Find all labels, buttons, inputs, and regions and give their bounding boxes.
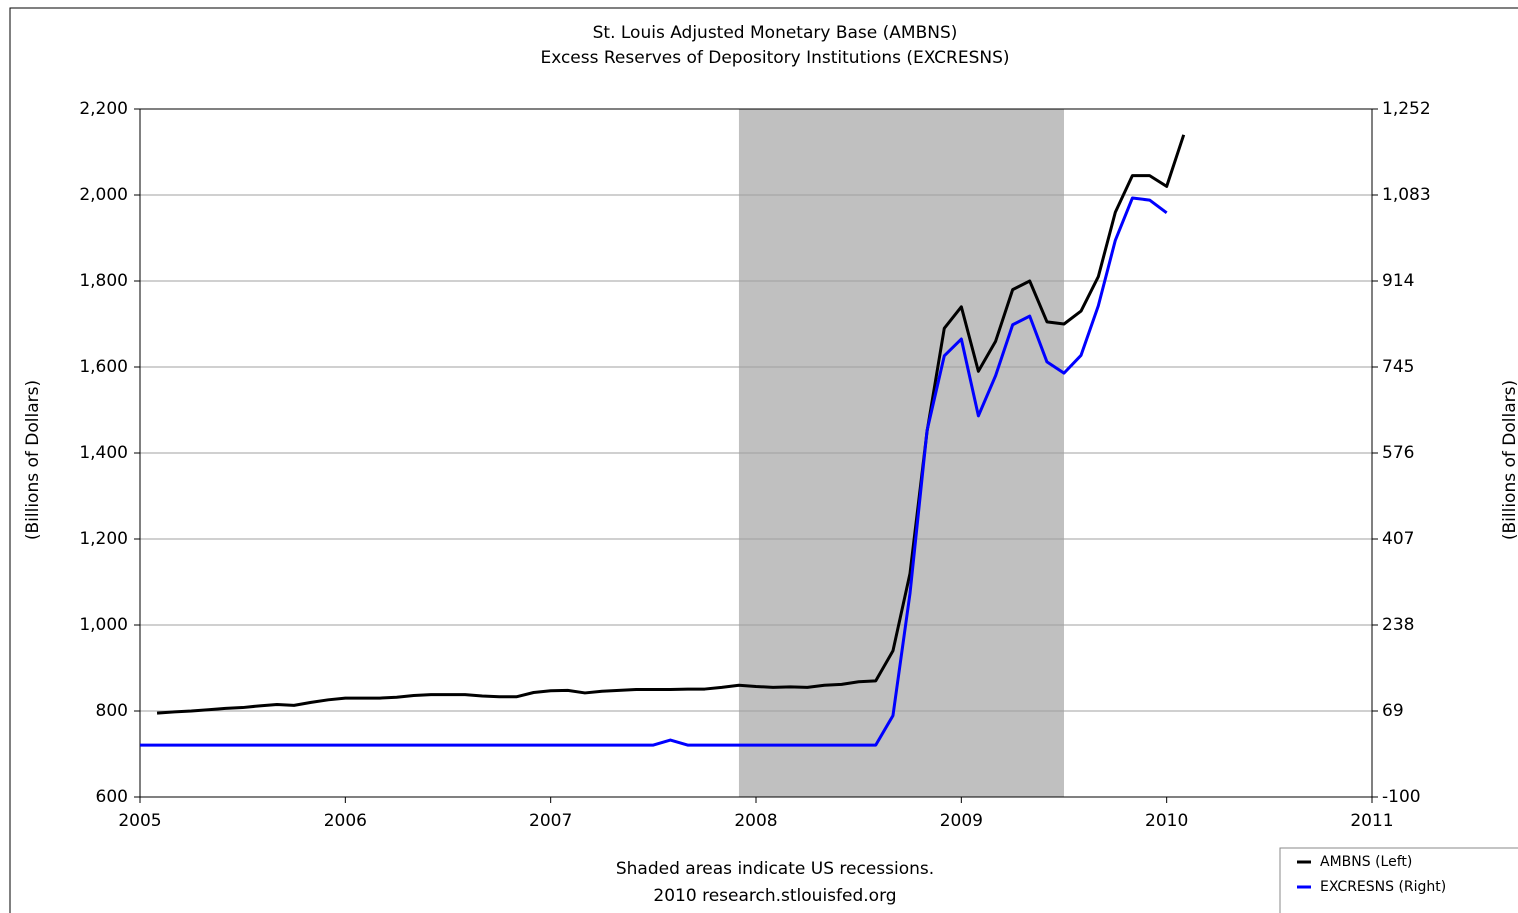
y2-tick-label: 407 bbox=[1382, 529, 1414, 549]
x-tick-label: 2010 bbox=[1145, 811, 1188, 831]
y2-axis-label: (Billions of Dollars) bbox=[1500, 380, 1518, 540]
y2-tick-label: 69 bbox=[1382, 701, 1404, 721]
x-tick-label: 2008 bbox=[734, 811, 777, 831]
y-tick-label: 2,000 bbox=[79, 185, 128, 205]
y2-tick-label: 238 bbox=[1382, 615, 1414, 635]
source: 2010 research.stlouisfed.org bbox=[653, 886, 896, 906]
x-tick-label: 2011 bbox=[1350, 811, 1393, 831]
x-tick-label: 2006 bbox=[324, 811, 367, 831]
series-line bbox=[140, 196, 1168, 747]
y-axis-label: (Billions of Dollars) bbox=[23, 380, 43, 540]
series-line bbox=[156, 134, 1186, 715]
y-tick-label: 1,800 bbox=[79, 271, 128, 291]
y-tick-label: 600 bbox=[96, 787, 128, 807]
y2-tick-label: 1,083 bbox=[1382, 185, 1431, 205]
y2-tick-label: -100 bbox=[1382, 787, 1421, 807]
y-tick-label: 1,400 bbox=[79, 443, 128, 463]
chart-subtitle: Excess Reserves of Depository Institutio… bbox=[540, 48, 1009, 68]
x-tick-label: 2009 bbox=[940, 811, 983, 831]
y-tick-label: 1,600 bbox=[79, 357, 128, 377]
y-tick-label: 1,000 bbox=[79, 615, 128, 635]
y2-tick-label: 914 bbox=[1382, 271, 1414, 291]
legend bbox=[1279, 847, 1518, 913]
y-tick-label: 1,200 bbox=[79, 529, 128, 549]
legend-label: EXCRESNS (Right) bbox=[1320, 879, 1446, 895]
footnote: Shaded areas indicate US recessions. bbox=[616, 859, 934, 879]
x-tick-label: 2005 bbox=[118, 811, 161, 831]
plot-border bbox=[139, 108, 1373, 798]
y2-tick-label: 745 bbox=[1382, 357, 1414, 377]
y2-tick-label: 1,252 bbox=[1382, 99, 1431, 119]
y2-tick-label: 576 bbox=[1382, 443, 1414, 463]
x-tick-label: 2007 bbox=[529, 811, 572, 831]
y-tick-label: 2,200 bbox=[79, 99, 128, 119]
y-tick-label: 800 bbox=[96, 701, 128, 721]
legend-label: AMBNS (Left) bbox=[1320, 854, 1412, 870]
chart-title: St. Louis Adjusted Monetary Base (AMBNS) bbox=[593, 23, 958, 43]
